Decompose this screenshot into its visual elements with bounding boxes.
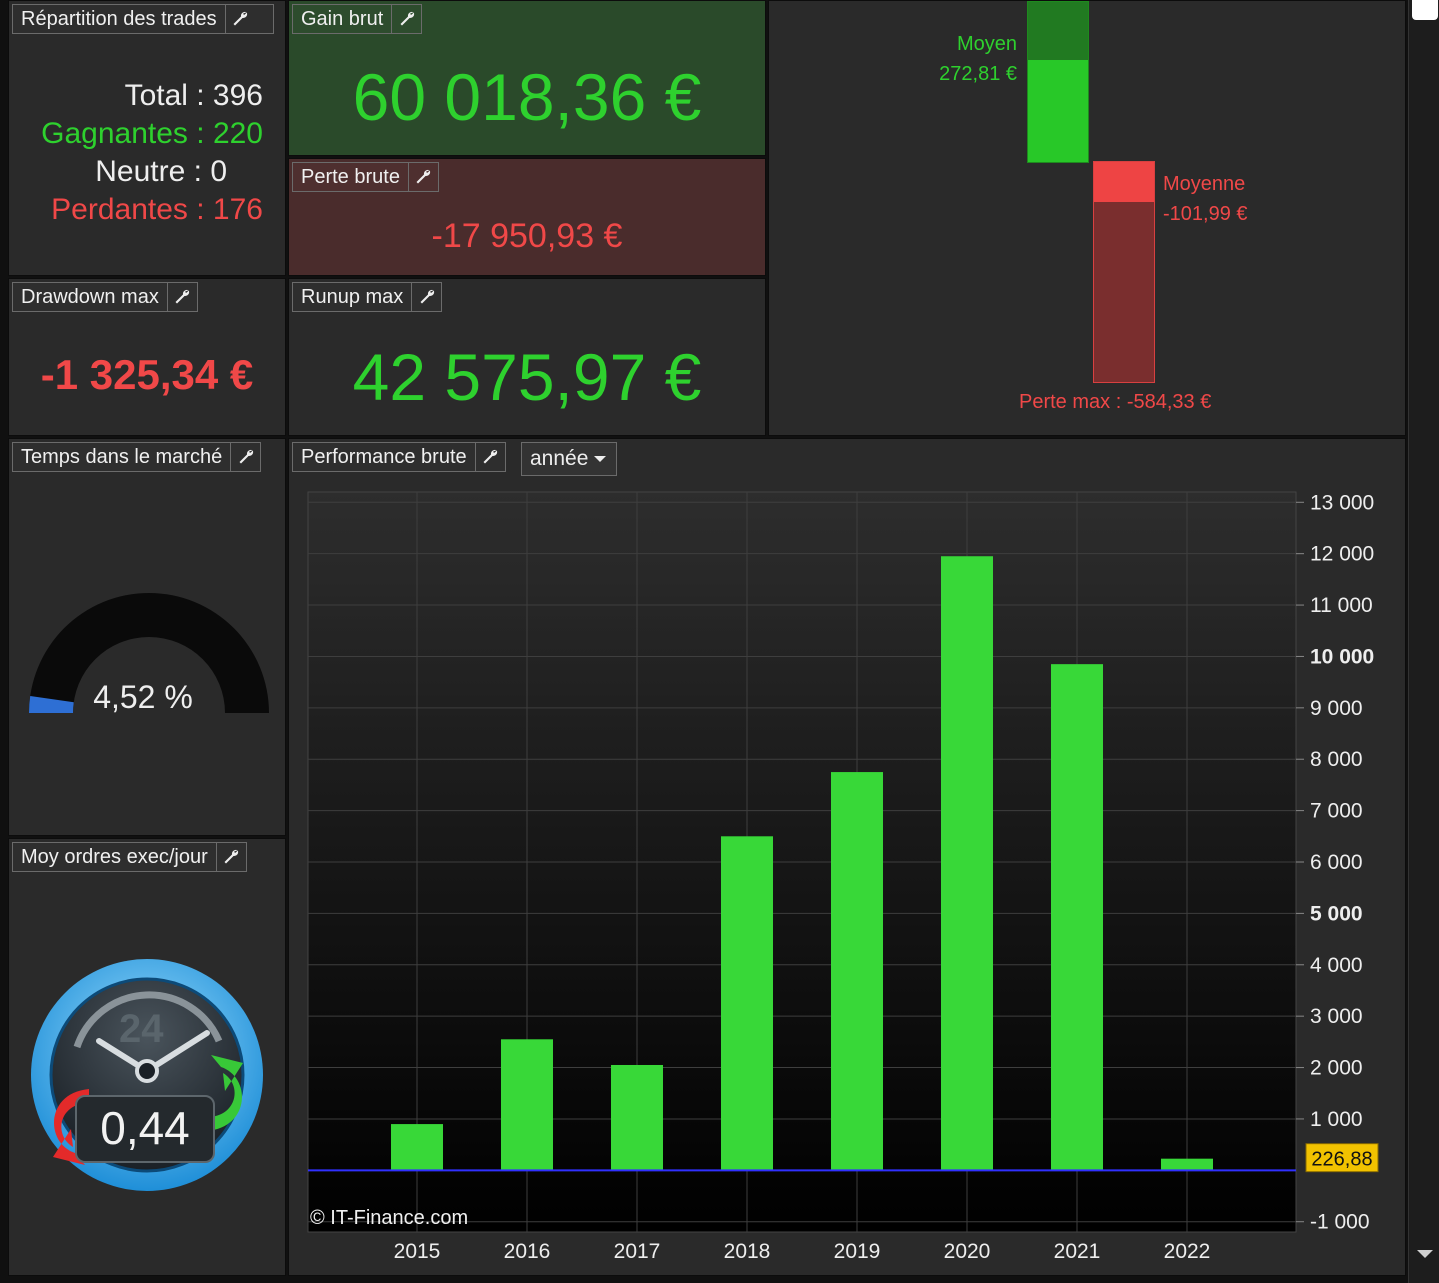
losing-trades: Perdantes : 176 [51, 193, 263, 226]
y-tick-label: 7 000 [1310, 800, 1363, 823]
drawdown-title: Drawdown max [12, 282, 198, 312]
temps-panel: Temps dans le marché 4,52 % [8, 438, 286, 836]
repartition-title: Répartition des trades [12, 4, 274, 34]
bar [941, 556, 993, 1171]
temps-title-label: Temps dans le marché [21, 446, 223, 468]
bar [611, 1064, 663, 1171]
average-loss-bar [1093, 161, 1155, 383]
perte-brute-title: Perte brute [292, 162, 439, 192]
clock-number: 24 [119, 1007, 164, 1051]
y-tick-label: 6 000 [1310, 851, 1363, 874]
x-tick-label: 2020 [944, 1240, 991, 1263]
watermark: © IT-Finance.com [310, 1207, 469, 1229]
runup-title-label: Runup max [301, 286, 404, 308]
gain-brut-panel: Gain brut 60 018,36 € [288, 0, 766, 156]
y-tick-label: 3 000 [1310, 1005, 1363, 1028]
temps-title: Temps dans le marché [12, 442, 262, 472]
x-tick-label: 2022 [1164, 1240, 1211, 1263]
time-in-market-gauge [29, 593, 269, 713]
drawdown-panel: Drawdown max -1 325,34 € [8, 278, 286, 436]
drawdown-title-label: Drawdown max [21, 286, 159, 308]
bar [501, 1039, 553, 1171]
y-tick-label: 10 000 [1310, 645, 1374, 668]
perte-brute-panel: Perte brute -17 950,93 € [288, 158, 766, 276]
average-trade-panel: Moyen 272,81 € Moyenne -101,99 € Perte m… [768, 0, 1406, 436]
runup-title: Runup max [292, 282, 443, 312]
drawdown-value: -1 325,34 € [40, 351, 254, 398]
average-loss-label: Moyenne [1163, 173, 1246, 195]
time-in-market-value: 4,52 % [93, 679, 193, 715]
wrench-icon[interactable] [166, 283, 197, 311]
x-tick-label: 2019 [834, 1240, 881, 1263]
period-dropdown[interactable]: année [521, 442, 617, 476]
bar [1161, 1158, 1213, 1171]
runup-panel: Runup max 42 575,97 € [288, 278, 766, 436]
y-tick-label: 9 000 [1310, 697, 1363, 720]
wrench-icon[interactable] [411, 283, 441, 311]
average-gain-bar [1027, 1, 1089, 163]
scrollbar-thumb[interactable] [1412, 0, 1438, 20]
y-tick-label: 8 000 [1310, 748, 1363, 771]
chevron-down-icon [594, 456, 607, 462]
repartition-title-label: Répartition des trades [21, 8, 217, 30]
scrollbar[interactable] [1408, 0, 1439, 1283]
wrench-icon[interactable] [391, 5, 421, 33]
gauge-fill [29, 696, 74, 713]
gain-brut-title-label: Gain brut [301, 8, 384, 30]
scroll-down-arrow-icon[interactable] [1417, 1250, 1433, 1258]
y-tick-label: 13 000 [1310, 491, 1374, 514]
wrench-icon[interactable] [474, 443, 505, 471]
bar [391, 1124, 443, 1171]
period-dropdown-label: année [530, 447, 589, 470]
x-tick-label: 2018 [724, 1240, 771, 1263]
y-tick-label: -1 000 [1310, 1211, 1370, 1234]
x-tick-label: 2021 [1054, 1240, 1101, 1263]
bar [831, 772, 883, 1171]
orders-value: 0,44 [100, 1102, 190, 1154]
last-value-badge [1305, 1143, 1379, 1173]
average-loss-value: -101,99 € [1163, 203, 1248, 225]
y-tick-label: 1 000 [1310, 1108, 1363, 1131]
wrench-icon[interactable] [407, 163, 438, 191]
performance-title-label: Performance brute [301, 446, 467, 468]
perte-brute-title-label: Perte brute [301, 166, 400, 188]
gain-brut-title: Gain brut [292, 4, 423, 34]
ordres-title: Moy ordres exec/jour [12, 842, 247, 872]
average-gain-label: Moyen [956, 33, 1017, 55]
total-trades: Total : 396 [124, 79, 263, 112]
perte-brute-value: -17 950,93 € [431, 217, 623, 255]
runup-value: 42 575,97 € [352, 340, 702, 414]
performance-title: Performance brute [292, 442, 506, 472]
y-tick-label: 11 000 [1310, 594, 1373, 617]
average-gain-value: 272,81 € [939, 63, 1017, 85]
max-loss-label: Perte max : -584,33 € [1019, 391, 1212, 413]
winning-trades: Gagnantes : 220 [41, 117, 263, 150]
y-tick-label: 2 000 [1310, 1057, 1363, 1080]
last-value-label: 226,88 [1311, 1149, 1372, 1171]
wrench-icon[interactable] [224, 5, 255, 33]
gain-brut-value: 60 018,36 € [352, 60, 702, 134]
bar [1051, 664, 1103, 1171]
x-tick-label: 2016 [504, 1240, 551, 1263]
wrench-icon[interactable] [215, 843, 246, 871]
orders-value-box [75, 1095, 215, 1163]
x-tick-label: 2015 [394, 1240, 441, 1263]
ordres-title-label: Moy ordres exec/jour [21, 846, 208, 868]
ordres-panel: Moy ordres exec/jour 24 0,44 [8, 838, 286, 1276]
y-tick-label: 5 000 [1310, 902, 1363, 925]
x-tick-label: 2017 [614, 1240, 661, 1263]
neutral-trades: Neutre : 0 [95, 155, 227, 188]
y-tick-label: 12 000 [1310, 543, 1374, 566]
bar [721, 836, 773, 1171]
wrench-icon[interactable] [230, 443, 260, 471]
y-tick-label: 4 000 [1310, 954, 1363, 977]
repartition-panel: Répartition des trades Total : 396 Gagna… [8, 0, 286, 276]
